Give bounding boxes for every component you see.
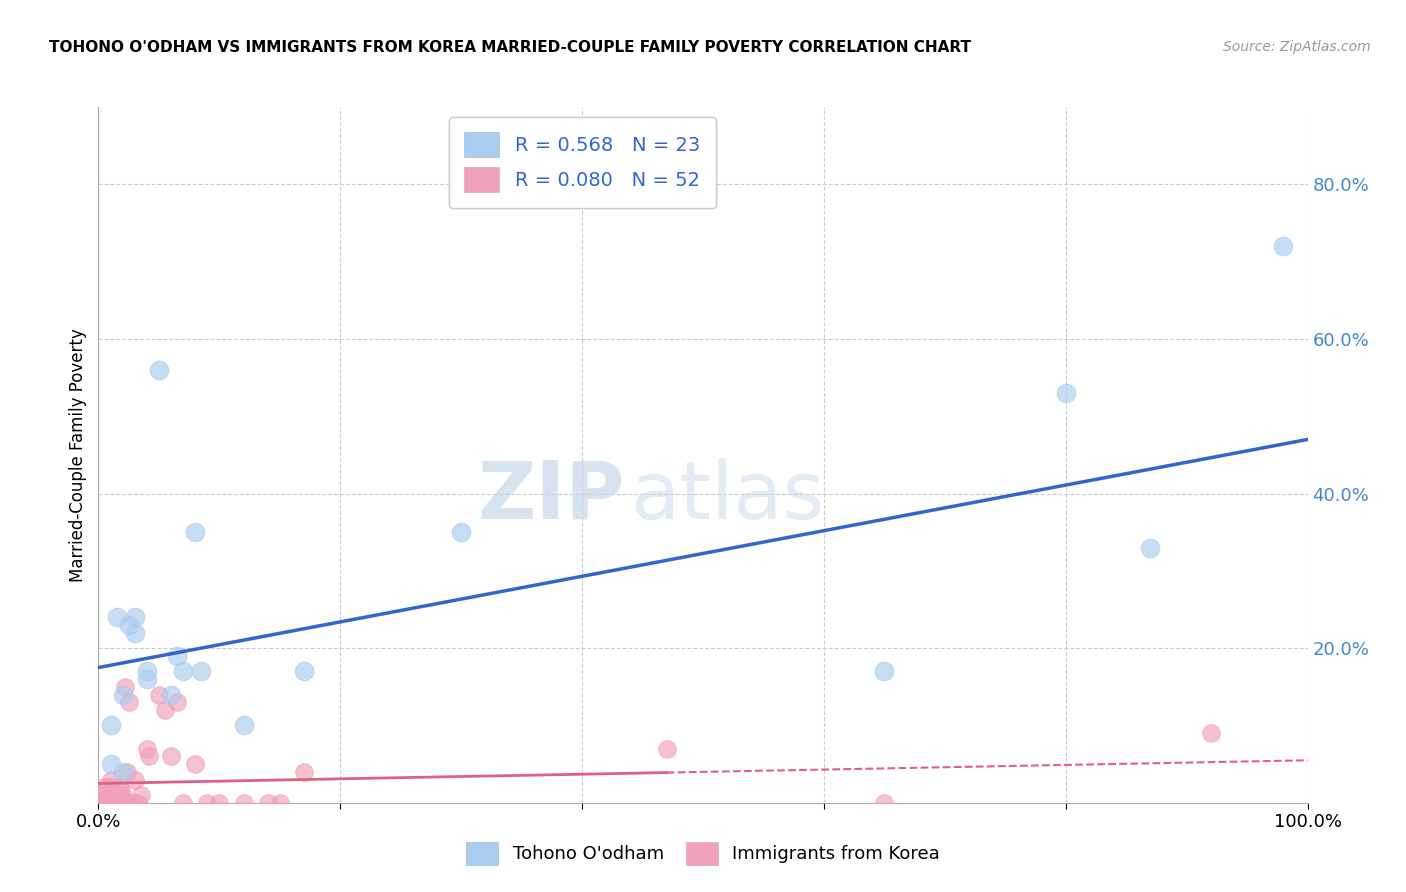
Text: TOHONO O'ODHAM VS IMMIGRANTS FROM KOREA MARRIED-COUPLE FAMILY POVERTY CORRELATIO: TOHONO O'ODHAM VS IMMIGRANTS FROM KOREA … bbox=[49, 40, 972, 55]
Point bbox=[107, 796, 129, 810]
Point bbox=[118, 695, 141, 709]
Point bbox=[153, 703, 176, 717]
Point bbox=[184, 525, 207, 540]
Point bbox=[111, 764, 134, 779]
Point bbox=[91, 788, 114, 802]
Point bbox=[101, 796, 124, 810]
Point bbox=[100, 718, 122, 732]
Point bbox=[129, 788, 152, 802]
Point bbox=[232, 718, 254, 732]
Point bbox=[172, 665, 194, 679]
Point bbox=[135, 672, 157, 686]
Point bbox=[873, 665, 896, 679]
Point bbox=[105, 610, 128, 624]
Legend: Tohono O'odham, Immigrants from Korea: Tohono O'odham, Immigrants from Korea bbox=[457, 833, 949, 874]
Point bbox=[91, 796, 114, 810]
Point bbox=[292, 764, 315, 779]
Point bbox=[135, 665, 157, 679]
Point bbox=[117, 764, 139, 779]
Point bbox=[195, 796, 218, 810]
Point bbox=[148, 363, 170, 377]
Point bbox=[108, 780, 131, 795]
Point bbox=[111, 796, 134, 810]
Point bbox=[96, 796, 118, 810]
Point bbox=[208, 796, 231, 810]
Y-axis label: Married-Couple Family Poverty: Married-Couple Family Poverty bbox=[69, 328, 87, 582]
Point bbox=[108, 788, 131, 802]
Point bbox=[138, 749, 160, 764]
Point bbox=[1199, 726, 1222, 740]
Text: ZIP: ZIP bbox=[477, 458, 624, 536]
Point bbox=[97, 788, 120, 802]
Point bbox=[120, 796, 142, 810]
Point bbox=[110, 796, 132, 810]
Point bbox=[93, 780, 115, 795]
Text: Source: ZipAtlas.com: Source: ZipAtlas.com bbox=[1223, 40, 1371, 54]
Point bbox=[114, 680, 136, 694]
Point bbox=[160, 688, 183, 702]
Point bbox=[269, 796, 291, 810]
Point bbox=[232, 796, 254, 810]
Point bbox=[124, 610, 146, 624]
Point bbox=[105, 796, 128, 810]
Point bbox=[93, 796, 115, 810]
Point bbox=[108, 796, 131, 810]
Point bbox=[292, 665, 315, 679]
Point bbox=[94, 796, 117, 810]
Text: atlas: atlas bbox=[630, 458, 825, 536]
Point bbox=[256, 796, 278, 810]
Point bbox=[1054, 386, 1077, 401]
Point bbox=[103, 796, 125, 810]
Point bbox=[166, 695, 188, 709]
Point bbox=[127, 796, 149, 810]
Point bbox=[100, 757, 122, 772]
Point bbox=[1139, 541, 1161, 555]
Point bbox=[100, 796, 122, 810]
Point bbox=[118, 796, 141, 810]
Point bbox=[184, 757, 207, 772]
Point bbox=[160, 749, 183, 764]
Point bbox=[450, 525, 472, 540]
Point bbox=[135, 741, 157, 756]
Point bbox=[873, 796, 896, 810]
Point bbox=[108, 780, 131, 795]
Point bbox=[166, 648, 188, 663]
Point bbox=[115, 796, 138, 810]
Point bbox=[655, 741, 678, 756]
Point bbox=[97, 780, 120, 795]
Point bbox=[111, 788, 134, 802]
Legend: R = 0.568   N = 23, R = 0.080   N = 52: R = 0.568 N = 23, R = 0.080 N = 52 bbox=[449, 117, 716, 208]
Point bbox=[98, 788, 121, 802]
Point bbox=[105, 788, 128, 802]
Point bbox=[98, 796, 121, 810]
Point bbox=[100, 772, 122, 787]
Point bbox=[190, 665, 212, 679]
Point bbox=[111, 688, 134, 702]
Point bbox=[124, 772, 146, 787]
Point bbox=[124, 625, 146, 640]
Point bbox=[172, 796, 194, 810]
Point bbox=[124, 796, 146, 810]
Point bbox=[118, 618, 141, 632]
Point bbox=[148, 688, 170, 702]
Point bbox=[104, 796, 127, 810]
Point bbox=[1272, 239, 1295, 253]
